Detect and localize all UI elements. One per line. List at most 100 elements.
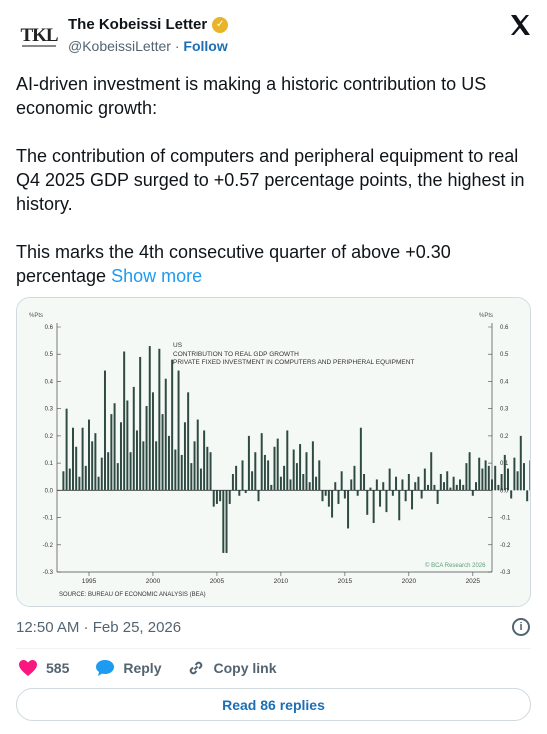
x-tick-label: 2015 xyxy=(338,578,353,585)
chart-bar xyxy=(119,422,122,491)
chart-bar xyxy=(398,490,401,521)
chart-bar xyxy=(228,490,231,504)
chart-bar xyxy=(94,433,97,491)
chart-bar xyxy=(497,484,500,491)
author-name[interactable]: The Kobeissi Letter xyxy=(68,16,208,33)
info-icon[interactable]: i xyxy=(512,618,530,636)
chart-bar xyxy=(471,490,474,496)
chart-bar xyxy=(231,474,234,491)
y-tick-label-right: 0.5 xyxy=(500,352,509,358)
chart-bar xyxy=(215,490,218,504)
chart-bar xyxy=(81,427,84,491)
chart-bar xyxy=(455,484,458,491)
chart-bar xyxy=(267,460,270,491)
chart-bar xyxy=(199,468,202,491)
chart-bar xyxy=(193,441,196,491)
handle-separator: · xyxy=(174,38,180,54)
chart-bar xyxy=(462,484,465,491)
chart-bar xyxy=(167,435,170,491)
y-tick-label-right: 0.4 xyxy=(500,379,509,385)
chart-bar xyxy=(151,392,154,491)
y-tick-label-left: -0.3 xyxy=(43,570,54,576)
chart-bar xyxy=(305,452,308,491)
tweet-paragraph: AI-driven investment is making a histori… xyxy=(16,74,487,118)
chart-bar xyxy=(158,348,161,491)
chart-bar xyxy=(331,490,334,518)
copy-link-button[interactable]: Copy link xyxy=(187,659,277,677)
chart-bar xyxy=(513,457,516,491)
chart-bar xyxy=(417,476,420,491)
chart-bar xyxy=(327,490,330,507)
chart-bar xyxy=(279,476,282,491)
chart-bar xyxy=(414,482,417,491)
show-more-link[interactable]: Show more xyxy=(111,266,203,286)
chart-bar xyxy=(244,490,247,494)
chart-bar xyxy=(235,465,238,491)
chart-bar xyxy=(391,490,394,496)
copy-link-label: Copy link xyxy=(213,660,277,676)
chart-bar xyxy=(395,476,398,491)
reply-label: Reply xyxy=(123,660,162,676)
tweet-paragraph-text: This marks the 4th consecutive quarter o… xyxy=(16,242,451,286)
chart-bar xyxy=(427,484,430,491)
tweet-paragraph: The contribution of computers and periph… xyxy=(16,146,525,214)
chart-bar xyxy=(302,474,305,491)
x-tick-label: 2020 xyxy=(402,578,417,585)
avatar[interactable]: TKL xyxy=(18,15,60,57)
chart-bar xyxy=(337,490,340,504)
chart-bar xyxy=(222,490,225,553)
chart-bar xyxy=(183,422,186,491)
chart-bar xyxy=(209,452,212,491)
chart-image[interactable]: 0.6 0.6 0.5 0.5 0.4 0.4 0.3 0.3 0.2 0.2 0.1 0.1 0.0 0… xyxy=(16,297,531,607)
chart-bar xyxy=(126,400,129,491)
chart-bar xyxy=(139,356,142,491)
chart-bar xyxy=(356,490,359,496)
chart-bar xyxy=(350,479,353,491)
y-tick-label-right: 0.3 xyxy=(500,407,509,413)
like-button[interactable]: 585 xyxy=(18,659,69,677)
chart-bar xyxy=(292,449,295,491)
chart-title-line: PRIVATE FIXED INVESTMENT IN COMPUTERS AN… xyxy=(173,359,414,366)
reply-button[interactable]: Reply xyxy=(95,659,161,677)
chart-bar xyxy=(484,460,487,491)
chart-bar xyxy=(522,463,525,491)
chart-bar xyxy=(475,482,477,491)
chart-bar xyxy=(519,435,522,491)
y-tick-label-right: 0.2 xyxy=(500,434,509,440)
y-tick-label-left: 0.1 xyxy=(45,461,54,467)
chart-bar xyxy=(369,487,372,491)
tweet-timestamp[interactable]: 12:50 AM · Feb 25, 2026 xyxy=(16,619,182,636)
chart-bar xyxy=(436,490,439,504)
x-tick-label: 2025 xyxy=(466,578,481,585)
chart-bar xyxy=(452,476,455,491)
x-logo-icon[interactable] xyxy=(508,12,532,44)
chart-bar xyxy=(308,482,311,491)
chart-bar xyxy=(401,479,404,491)
chart-bar xyxy=(187,392,190,491)
chart-title-line: CONTRIBUTION TO REAL GDP GROWTH xyxy=(173,351,299,358)
chart-bar xyxy=(270,484,273,491)
y-unit-label-left: %Pts xyxy=(29,313,43,319)
chart-bar xyxy=(359,427,362,491)
chart-bar xyxy=(503,454,506,491)
chart-bar xyxy=(225,490,228,553)
y-unit-label-right: %Pts xyxy=(479,313,493,319)
chart-bar xyxy=(334,482,337,491)
follow-button[interactable]: Follow xyxy=(183,38,228,54)
chart-bar xyxy=(433,484,436,491)
chart-bar xyxy=(123,351,126,491)
chart-bar xyxy=(529,460,530,491)
y-tick-label-left: 0.6 xyxy=(45,325,54,331)
author-handle[interactable]: @KobeissiLetter xyxy=(68,38,171,54)
chart-bar xyxy=(318,460,321,491)
chart-bar xyxy=(129,452,132,491)
chart-bar xyxy=(260,433,263,491)
chart-bar xyxy=(219,490,222,502)
read-replies-button[interactable]: Read 86 replies xyxy=(16,688,531,721)
chart-bar xyxy=(510,490,513,499)
chart-bar xyxy=(203,430,206,491)
chart-bar xyxy=(251,471,254,491)
chart-bar xyxy=(494,465,497,491)
chart-bar xyxy=(97,476,100,491)
chart-background xyxy=(17,298,530,606)
